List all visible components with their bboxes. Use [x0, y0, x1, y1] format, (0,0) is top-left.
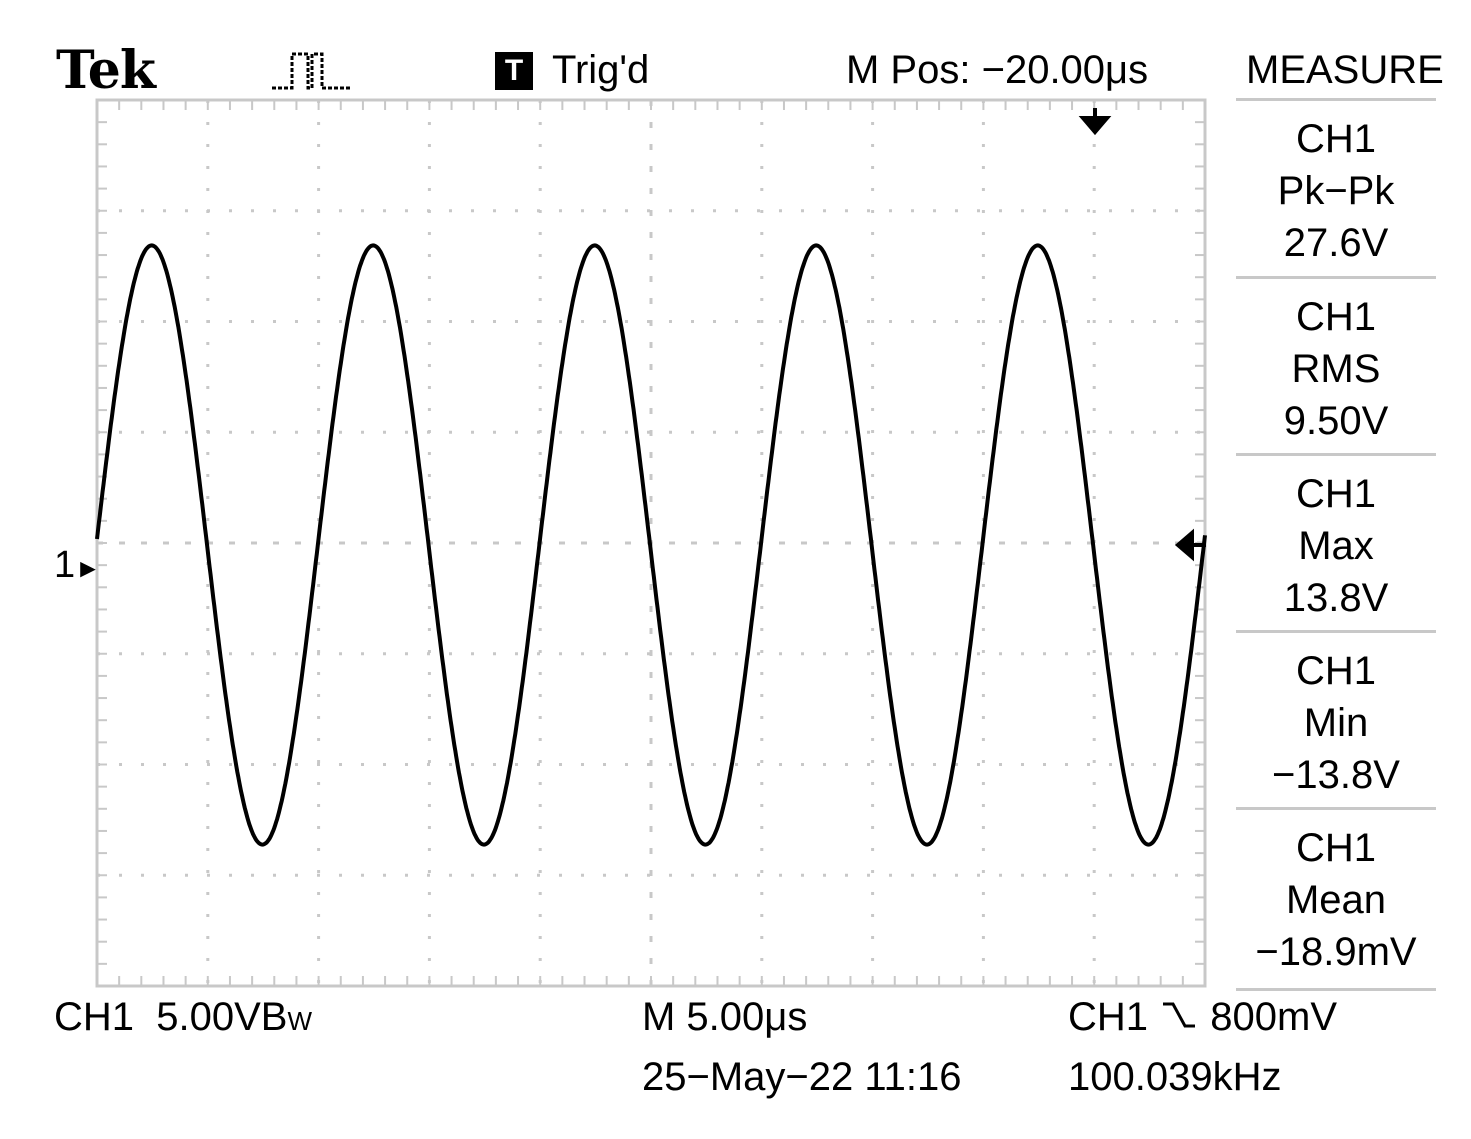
volts-per-div: 5.00V: [156, 995, 261, 1039]
measure-source: CH1: [1295, 826, 1377, 870]
horizontal-position: M Pos: −20.00μs: [846, 48, 1149, 92]
measure-type: Min: [1303, 701, 1369, 745]
measure-type: Mean: [1285, 878, 1387, 922]
measure-value: 9.50V: [1283, 399, 1389, 443]
measure-source: CH1: [1295, 472, 1377, 516]
measure-value: −18.9mV: [1255, 930, 1417, 974]
measure-source: CH1: [1295, 649, 1377, 693]
measure-item-pkpk[interactable]: CH1 Pk−Pk 27.6V: [1236, 98, 1436, 279]
measure-value: 13.8V: [1283, 576, 1389, 620]
datetime: 25−May−22 11:16: [642, 1055, 962, 1099]
trigger-position-marker: [1078, 108, 1112, 136]
measure-value: 27.6V: [1283, 221, 1389, 265]
measure-type: RMS: [1291, 347, 1381, 391]
ch1-scale-readout: CH1 5.00VBW: [54, 997, 312, 1037]
measure-source: CH1: [1295, 117, 1377, 161]
trigger-status: Trig'd: [552, 48, 650, 92]
trigger-source: CH1: [1068, 995, 1149, 1039]
bw-limit: B: [260, 995, 288, 1039]
ch1-trace: [95, 243, 1207, 847]
trigger-readout: CH1 800mV: [1068, 997, 1337, 1037]
pulse-waveform-icon: [268, 48, 358, 101]
measure-menu-title: MEASURE: [1246, 48, 1444, 92]
ch1-ground-marker: 1►: [54, 544, 101, 586]
brand-logo: Tek: [56, 40, 156, 101]
bw-limit-sub: W: [287, 1006, 313, 1036]
falling-edge-icon: [1159, 995, 1199, 1039]
measure-type: Pk−Pk: [1277, 169, 1395, 213]
trigger-level: 800mV: [1210, 995, 1338, 1039]
measure-item-min[interactable]: CH1 Min −13.8V: [1236, 630, 1436, 811]
measure-type: Max: [1298, 524, 1374, 568]
measure-item-mean[interactable]: CH1 Mean −18.9mV: [1236, 807, 1436, 991]
channel-label: CH1: [54, 995, 135, 1039]
measure-source: CH1: [1295, 295, 1377, 339]
trigger-badge: T: [495, 52, 533, 90]
measure-value: −13.8V: [1272, 753, 1400, 797]
measure-item-max[interactable]: CH1 Max 13.8V: [1236, 453, 1436, 634]
frequency-readout: 100.039kHz: [1068, 1055, 1282, 1099]
timebase-readout: M 5.00μs: [642, 995, 808, 1039]
measure-item-rms[interactable]: CH1 RMS 9.50V: [1236, 276, 1436, 457]
